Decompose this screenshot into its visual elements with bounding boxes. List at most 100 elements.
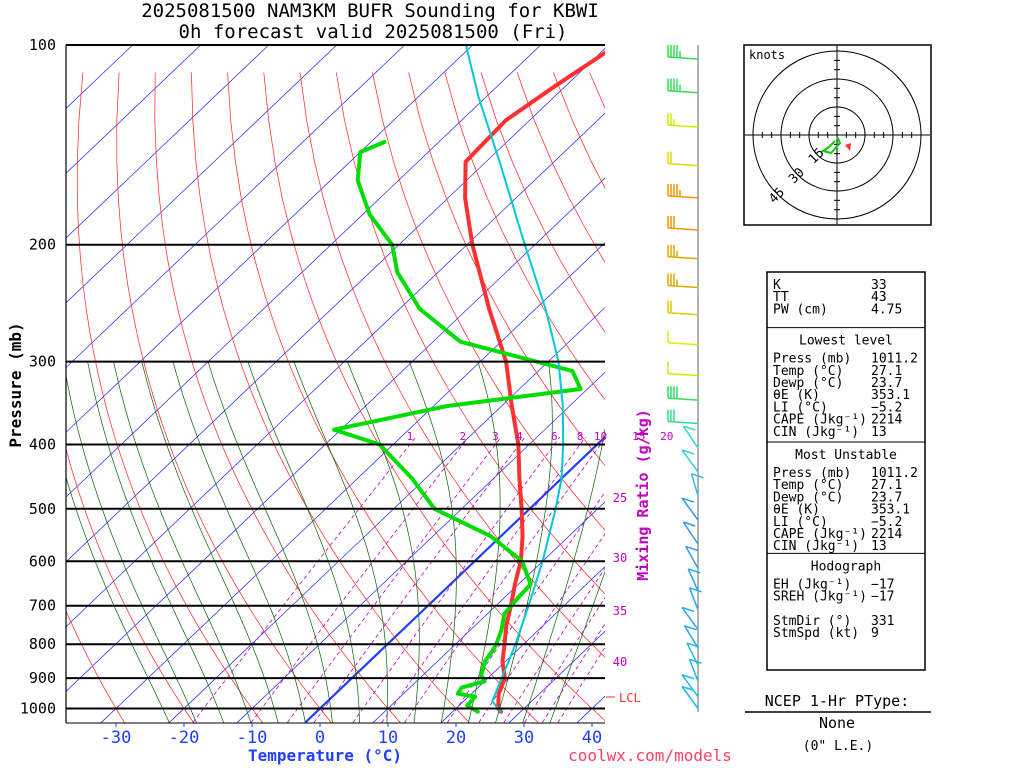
index-label: Dewp (°C)	[773, 490, 843, 505]
dry-adiabat-line	[263, 72, 605, 722]
x-tick-label: 20	[446, 728, 466, 748]
wind-barb-shaft	[682, 521, 699, 545]
y-tick-label: 400	[29, 435, 56, 453]
wind-barb	[667, 113, 699, 128]
wind-barb-flag	[684, 625, 697, 631]
wind-barb	[667, 273, 699, 289]
index-value: −5.2	[871, 400, 902, 415]
wind-barb-flag	[681, 449, 695, 455]
chart-title-line2: 0h forecast valid 2025081500 (Fri)	[179, 21, 568, 43]
trace-temperature	[463, 50, 605, 714]
index-label: Dewp (°C)	[773, 376, 843, 391]
index-label: θE (K)	[773, 503, 820, 518]
wind-barb	[667, 409, 699, 425]
wind-barb-shaft	[667, 89, 699, 94]
x-tick-label: 40	[582, 728, 602, 748]
wind-barb	[667, 45, 699, 60]
mixing-ratio-line	[192, 436, 417, 723]
wind-barb-flag	[686, 642, 700, 648]
isotherm-line	[66, 45, 201, 174]
index-label: StmDir (°)	[773, 614, 851, 629]
isotherm-line	[66, 45, 473, 433]
moist-adiabat-line	[247, 361, 360, 723]
isotherm-line	[66, 45, 269, 239]
wind-barb-flag	[685, 545, 698, 552]
isotherm-line	[372, 501, 605, 723]
moist-adiabat-line	[113, 361, 252, 723]
dry-adiabat-line	[227, 72, 539, 723]
wind-barb-shaft	[667, 124, 699, 128]
x-tick-label: 0	[315, 728, 325, 748]
wind-barb-shaft	[667, 227, 699, 231]
wind-barb-flag	[683, 425, 696, 431]
wind-barb-flag	[681, 606, 695, 613]
axis-labels: -30 -20 -10 0 10 20 30 40	[101, 723, 602, 748]
ptype-value: None	[819, 714, 855, 732]
mixing-ratio-axis-label: Mixing Ratio (g/kg)	[634, 409, 652, 581]
wind-barb	[687, 568, 701, 592]
lcl-label: LCL	[619, 691, 641, 705]
wind-barb	[682, 425, 699, 449]
trace-dewpoint	[332, 140, 583, 714]
dry-adiabat-line	[335, 72, 605, 595]
y-tick-label: 700	[29, 597, 56, 615]
moist-adiabat-line	[549, 570, 605, 723]
index-value: 13	[871, 539, 887, 554]
index-label: K	[773, 278, 781, 293]
mixing-ratio-label: 30	[613, 551, 627, 565]
indices-section-header: Lowest level	[799, 334, 893, 349]
isotherm-line	[66, 48, 605, 563]
mixing-ratio-label: 4	[516, 430, 523, 443]
moist-adiabat-line	[141, 361, 279, 723]
moist-adiabat-line	[293, 361, 388, 723]
y-tick-label: 300	[29, 353, 56, 371]
wind-barb	[667, 215, 699, 231]
index-value: 33	[871, 278, 887, 293]
wind-barb-shaft	[667, 397, 699, 401]
isotherm-line	[66, 45, 541, 498]
index-label: EH (Jkg⁻¹)	[773, 577, 851, 592]
mixing-ratio-label: 25	[613, 491, 627, 505]
wind-barb	[667, 151, 699, 167]
index-value: 2214	[871, 527, 902, 542]
index-value: 27.1	[871, 478, 902, 493]
wind-barb-shaft	[681, 686, 699, 709]
isotherm-line	[66, 45, 405, 369]
mixing-ratio-line	[557, 646, 605, 723]
wind-barb-shaft	[683, 625, 699, 649]
wind-barb-shaft	[667, 195, 699, 199]
index-label: SREH (Jkg⁻¹)	[773, 590, 867, 605]
index-value: 23.7	[871, 376, 902, 391]
index-value: 13	[871, 425, 887, 440]
wind-barb	[667, 244, 699, 260]
wind-barb	[682, 521, 699, 545]
wind-barbs	[667, 45, 704, 709]
ptype-note: (0" L.E.)	[803, 739, 873, 754]
moist-adiabat-line	[66, 476, 170, 723]
wind-barb	[688, 587, 702, 611]
x-tick-label: -10	[237, 728, 268, 748]
index-label: Temp (°C)	[773, 364, 843, 379]
mixing-ratio-label: 15	[632, 430, 645, 443]
moist-adiabat-line	[522, 427, 605, 723]
isotherm-line	[66, 177, 605, 692]
wind-barb-flag	[689, 587, 702, 593]
index-value: 353.1	[871, 503, 910, 518]
wind-barb	[667, 78, 699, 94]
indices-table: K 33 TT 43 PW (cm) 4.75 Lowest level Press (mb)…	[767, 278, 925, 641]
mixing-ratio-label: 3	[492, 430, 499, 443]
wind-barb-flag	[681, 497, 695, 503]
moist-adiabat-line	[408, 361, 457, 723]
wind-barb-shaft	[667, 256, 699, 260]
index-label: PW (cm)	[773, 302, 828, 317]
moist-adiabat-line	[347, 361, 420, 723]
dry-adiabat-line	[76, 72, 263, 723]
wind-barb-flag	[689, 658, 702, 665]
index-label: LI (°C)	[773, 400, 828, 415]
wind-barb-shaft	[681, 497, 699, 521]
y-tick-label: 200	[29, 236, 56, 254]
sounding-traces	[332, 45, 605, 714]
index-value: −17	[871, 577, 894, 592]
